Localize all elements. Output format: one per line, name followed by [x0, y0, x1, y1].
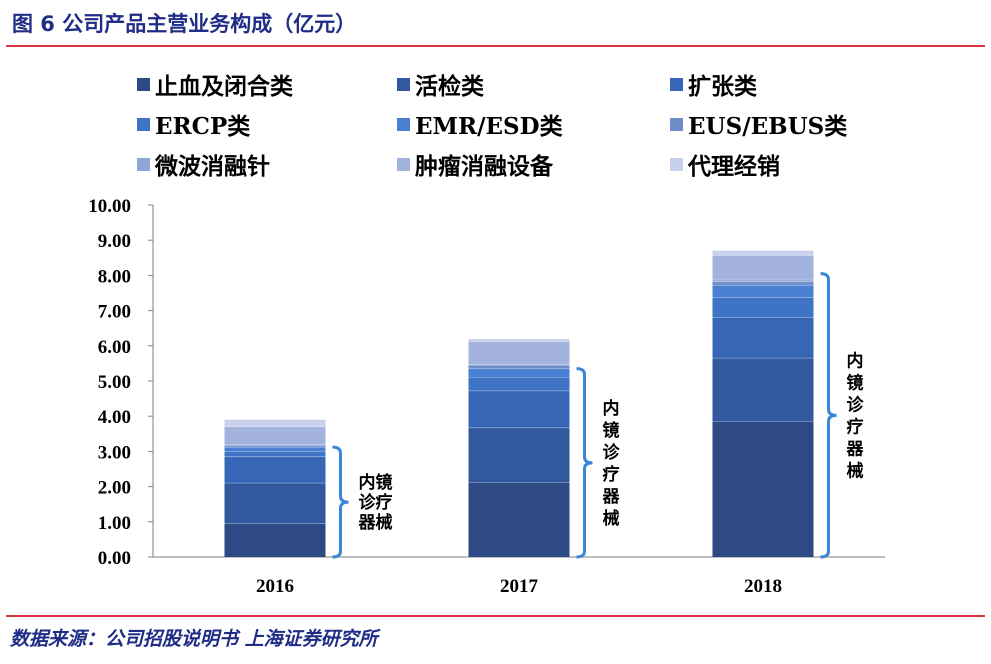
bar-segment [468, 368, 570, 378]
bar-stacks [224, 250, 814, 557]
y-tick-label: 10.00 [88, 196, 131, 217]
y-tick-label: 8.00 [98, 266, 131, 287]
bar-segment [712, 421, 814, 557]
legend-label-4: ERCP类 [155, 113, 250, 140]
bracket [820, 272, 837, 559]
title-divider [6, 45, 985, 47]
bar-segment [224, 444, 326, 446]
x-tick-label: 2017 [500, 576, 539, 597]
bar-segment [468, 482, 570, 557]
bar-segment [468, 390, 570, 428]
legend-label-5: EMR/ESD类 [415, 113, 563, 140]
bar-segment [468, 339, 570, 342]
y-tick-label: 1.00 [98, 513, 131, 534]
y-tick-label: 6.00 [98, 337, 131, 358]
legend-label-9: 代理经销 [687, 153, 780, 180]
legend-label-3: 扩张类 [688, 73, 757, 100]
bar-segment [712, 281, 814, 286]
figure-title: 图 6 公司产品主营业务构成（亿元） [12, 12, 357, 36]
bar-segment [712, 279, 814, 282]
bar-segment [712, 285, 814, 298]
bar-segment [224, 419, 326, 427]
legend-label-1: 止血及闭合类 [155, 73, 293, 100]
legend-label-2: 活检类 [415, 73, 484, 100]
bracket-label: 内镜诊疗器械 [358, 472, 393, 533]
bar-segment [712, 250, 814, 256]
bar-segment [224, 483, 326, 524]
legend-swatch-7 [137, 158, 150, 171]
y-tick-label: 4.00 [98, 407, 131, 428]
legend-swatch-8 [397, 158, 410, 171]
source-divider [6, 615, 985, 617]
bar-segment [468, 365, 570, 369]
x-axis: 2016 2017 2018 [153, 556, 885, 597]
y-tick-label: 3.00 [98, 442, 131, 463]
legend-swatch-5 [397, 118, 410, 131]
legend-swatch-6 [670, 118, 683, 131]
y-tick-label: 7.00 [98, 302, 131, 323]
bar-segment [224, 456, 326, 484]
legend-swatch-1 [137, 78, 150, 91]
legend-swatch-2 [397, 78, 410, 91]
y-tick-label: 9.00 [98, 231, 131, 252]
bar-segment [224, 451, 326, 457]
bar-segment [712, 358, 814, 422]
legend-swatch-3 [670, 78, 683, 91]
x-tick-label: 2016 [256, 576, 294, 597]
bar-segment [712, 255, 814, 280]
bar-segment [224, 445, 326, 448]
legend-label-6: EUS/EBUS类 [688, 113, 847, 140]
bar-segment [712, 317, 814, 359]
bracket [332, 445, 349, 559]
bracket-label: 内镜诊疗器械 [602, 398, 621, 529]
bar-segment [468, 364, 570, 366]
bar-segment [224, 523, 326, 557]
bar-segment [224, 447, 326, 452]
bar-segment [712, 297, 814, 318]
legend-swatch-4 [137, 118, 150, 131]
y-tick-label: 2.00 [98, 478, 131, 499]
bar-segment [468, 341, 570, 365]
bracket-label: 内镜诊疗器械 [846, 350, 865, 481]
bar-segment [468, 427, 570, 483]
y-tick-label: 5.00 [98, 372, 131, 393]
source-note: 数据来源：公司招股说明书 上海证券研究所 [10, 628, 378, 650]
x-tick-label: 2018 [744, 576, 782, 597]
legend-label-7: 微波消融针 [154, 153, 270, 180]
legend-swatch-9 [670, 158, 683, 171]
bar-segment [224, 426, 326, 445]
y-tick-label: 0.00 [98, 548, 131, 569]
bracket [576, 367, 593, 559]
y-axis: 0.00 1.00 2.00 3.00 4.00 5.00 6.00 7.00 8.00 9.00… [88, 196, 154, 569]
legend-label-8: 肿瘤消融设备 [415, 153, 554, 180]
bar-segment [468, 377, 570, 391]
